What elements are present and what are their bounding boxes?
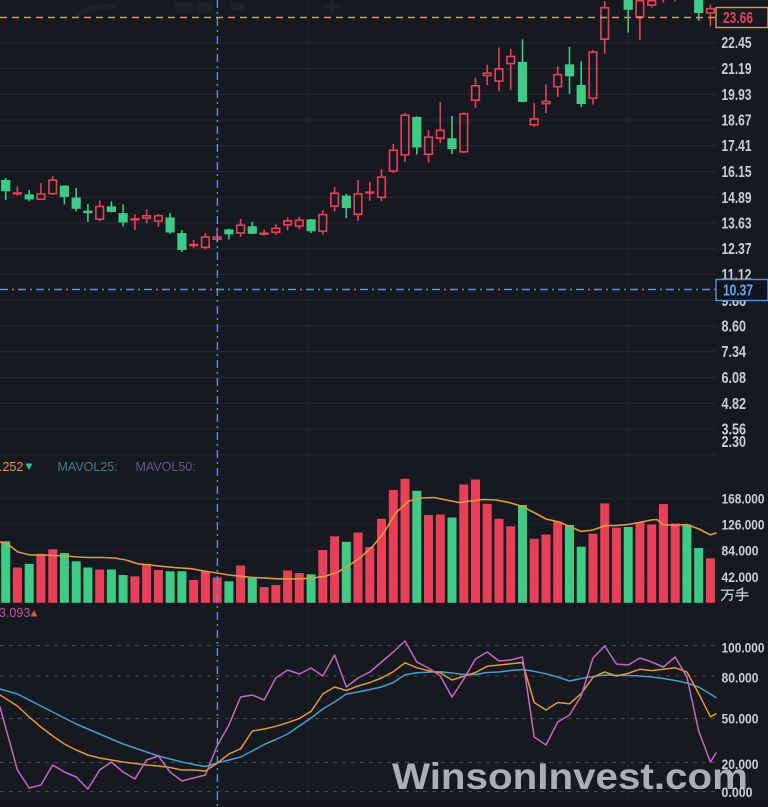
svg-text:17.41: 17.41 [722,138,752,155]
svg-text:4.82: 4.82 [722,396,747,413]
svg-text:19.93: 19.93 [722,87,752,104]
svg-text:3.093: 3.093 [0,606,30,620]
svg-text:168.000: 168.000 [722,491,765,507]
svg-text:WinsonInvest.com: WinsonInvest.com [392,755,748,797]
svg-text:80.000: 80.000 [722,669,759,685]
svg-text:.252: .252 [0,460,23,474]
svg-text:22.45: 22.45 [722,35,752,52]
svg-text:18.67: 18.67 [722,113,752,130]
svg-text:0.000: 0.000 [722,784,753,800]
svg-text:42.000: 42.000 [722,569,759,585]
svg-text:84.000: 84.000 [722,543,759,559]
svg-text:21.19: 21.19 [722,61,752,78]
svg-text:MAVOL25:: MAVOL25: [58,460,118,474]
svg-text:13.63: 13.63 [722,216,752,233]
svg-text:8.60: 8.60 [722,319,747,336]
svg-text:2.30: 2.30 [722,434,747,451]
svg-text:14.89: 14.89 [722,190,752,207]
svg-text:50.000: 50.000 [722,711,759,727]
svg-text:100.000: 100.000 [722,640,765,656]
svg-text:20.000: 20.000 [722,756,759,772]
svg-text:10.37: 10.37 [723,283,753,300]
svg-text:7.34: 7.34 [722,344,747,361]
svg-text:12.37: 12.37 [722,241,752,258]
svg-text:23.66: 23.66 [723,10,753,27]
svg-text:3.56: 3.56 [722,422,747,439]
svg-text:6.08: 6.08 [722,370,747,387]
svg-text:MAVOL50:: MAVOL50: [136,460,196,474]
svg-text:126.000: 126.000 [722,517,765,533]
svg-text:16.15: 16.15 [722,164,752,181]
